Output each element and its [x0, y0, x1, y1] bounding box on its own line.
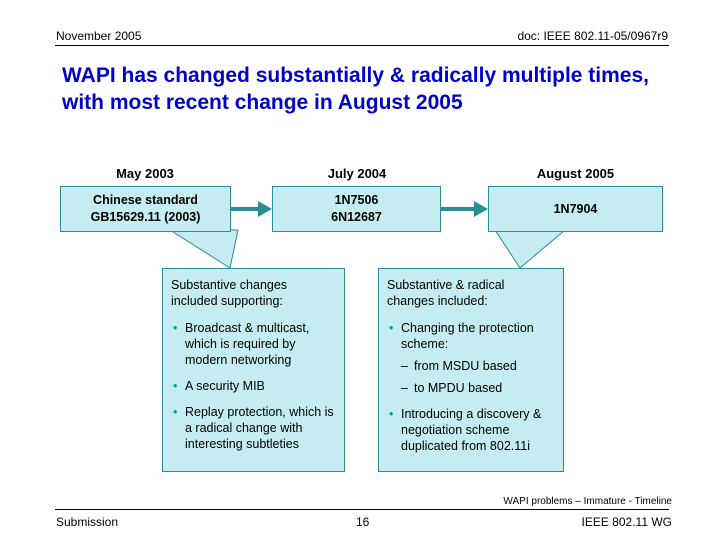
timeline-date-3: August 2005	[536, 166, 615, 181]
timeline-date-1: May 2003	[116, 166, 174, 181]
callout-list: Changing the protection scheme: from MSD…	[387, 320, 555, 454]
callout-bullet: Broadcast & multicast, which is required…	[171, 320, 336, 368]
slide-caption: WAPI problems – Immature - Timeline	[503, 496, 672, 507]
header-date: November 2005	[56, 29, 142, 43]
timeline-date-2: July 2004	[327, 166, 387, 181]
footer-rule	[55, 509, 669, 510]
callout-list: Broadcast & multicast, which is required…	[171, 320, 336, 452]
callout-july-2004: Substantive changes included supporting:…	[162, 268, 345, 472]
callout-bullet: Changing the protection scheme:	[387, 320, 555, 352]
timeline-box-2: 1N7506 6N12687	[272, 186, 441, 232]
footer-organization: IEEE 802.11 WG	[581, 515, 673, 529]
callout-intro: Substantive changes included supporting:	[171, 278, 288, 308]
callout-pointer-right	[494, 229, 567, 269]
arrow-2-head	[474, 201, 488, 217]
timeline-box-2-line-2: 6N12687	[331, 210, 382, 224]
callout-august-2005: Substantive & radical changes included: …	[378, 268, 564, 472]
callout-sub-bullet: to MPDU based	[387, 380, 555, 396]
callout-sub-bullet: from MSDU based	[387, 358, 555, 374]
footer-submission: Submission	[56, 515, 119, 529]
timeline-box-1-line-1: Chinese standard	[93, 193, 198, 207]
header-doc-id: doc: IEEE 802.11-05/0967r9	[517, 29, 668, 43]
timeline-box-1-line-2: GB15629.11 (2003)	[90, 210, 201, 224]
slide-title: WAPI has changed substantially & radical…	[62, 64, 649, 114]
arrow-1-head	[258, 201, 272, 217]
timeline-box-3-line-1: 1N7904	[553, 201, 598, 216]
timeline-box-3: 1N7904	[488, 186, 663, 232]
callout-bullet: A security MIB	[171, 378, 336, 394]
timeline-box-2-line-1: 1N7506	[334, 193, 379, 207]
callout-pointer-left	[168, 229, 239, 269]
callout-intro: Substantive & radical changes included:	[387, 278, 505, 308]
header-rule	[55, 45, 669, 46]
callout-bullet: Replay protection, which is a radical ch…	[171, 404, 336, 452]
page-number: 16	[356, 515, 370, 529]
timeline-box-1: Chinese standard GB15629.11 (2003)	[60, 186, 231, 232]
callout-bullet: Introducing a discovery & negotiation sc…	[387, 406, 555, 454]
